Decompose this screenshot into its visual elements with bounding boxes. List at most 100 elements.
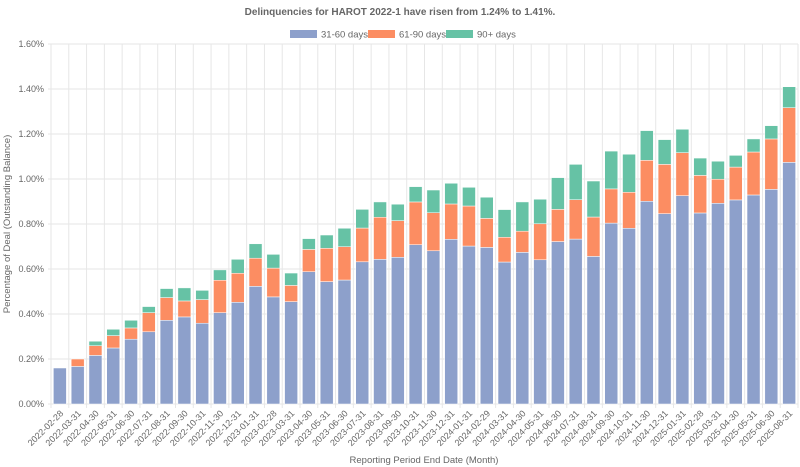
bar-segment-61-90-days[interactable] — [337, 246, 352, 281]
legend-label[interactable]: 61-90 days — [399, 30, 446, 41]
bar-segment-61-90-days[interactable] — [729, 166, 743, 201]
bar-segment-31-60-days[interactable] — [88, 355, 103, 405]
bar-segment-61-90-days[interactable] — [213, 280, 227, 313]
bar-segment-61-90-days[interactable] — [248, 257, 263, 287]
bar-segment-90-days[interactable] — [515, 201, 530, 232]
bar-segment-90-days[interactable] — [622, 154, 636, 193]
bar-segment-61-90-days[interactable] — [302, 249, 316, 272]
bar-segment-61-90-days[interactable] — [426, 212, 441, 252]
bar-segment-31-60-days[interactable] — [248, 286, 263, 405]
bar-segment-90-days[interactable] — [195, 290, 209, 300]
bar-segment-90-days[interactable] — [177, 287, 192, 302]
bar-segment-31-60-days[interactable] — [373, 259, 387, 405]
bar-segment-61-90-days[interactable] — [124, 327, 138, 340]
bar-segment-61-90-days[interactable] — [640, 160, 654, 202]
bar-segment-31-60-days[interactable] — [177, 316, 192, 405]
bar-segment-90-days[interactable] — [729, 155, 743, 168]
bar-segment-90-days[interactable] — [159, 288, 174, 298]
bar-segment-61-90-days[interactable] — [88, 345, 103, 356]
legend-label[interactable]: 90+ days — [477, 30, 516, 41]
bar-segment-90-days[interactable] — [266, 254, 281, 269]
bar-segment-90-days[interactable] — [142, 306, 156, 313]
bar-segment-31-60-days[interactable] — [675, 195, 690, 405]
bar-segment-31-60-days[interactable] — [355, 261, 369, 405]
bar-segment-90-days[interactable] — [302, 238, 316, 250]
bar-segment-31-60-days[interactable] — [586, 256, 601, 405]
legend-swatch[interactable] — [446, 30, 473, 38]
bar-segment-90-days[interactable] — [106, 329, 120, 336]
bar-segment-31-60-days[interactable] — [70, 366, 85, 405]
bar-segment-31-60-days[interactable] — [408, 244, 423, 405]
bar-segment-61-90-days[interactable] — [462, 205, 476, 247]
bar-segment-90-days[interactable] — [462, 187, 476, 207]
bar-segment-61-90-days[interactable] — [319, 248, 334, 282]
bar-segment-61-90-days[interactable] — [675, 152, 690, 196]
bar-segment-31-60-days[interactable] — [604, 222, 618, 405]
bar-segment-61-90-days[interactable] — [497, 237, 512, 263]
bar-segment-90-days[interactable] — [640, 130, 654, 161]
bar-segment-31-60-days[interactable] — [622, 228, 636, 405]
bar-segment-31-60-days[interactable] — [124, 338, 138, 405]
legend-swatch[interactable] — [290, 30, 317, 38]
bar-segment-90-days[interactable] — [355, 209, 369, 229]
bar-segment-31-60-days[interactable] — [142, 331, 156, 405]
bar-segment-90-days[interactable] — [711, 160, 725, 180]
bar-segment-90-days[interactable] — [248, 243, 263, 259]
bar-segment-90-days[interactable] — [586, 180, 601, 218]
bar-segment-31-60-days[interactable] — [568, 238, 583, 405]
bar-segment-90-days[interactable] — [231, 259, 245, 274]
bar-segment-61-90-days[interactable] — [657, 164, 672, 214]
bar-segment-90-days[interactable] — [319, 234, 334, 249]
bar-segment-31-60-days[interactable] — [657, 213, 672, 405]
bar-segment-90-days[interactable] — [426, 189, 441, 213]
bar-segment-61-90-days[interactable] — [604, 188, 618, 224]
bar-segment-61-90-days[interactable] — [764, 138, 779, 190]
bar-segment-90-days[interactable] — [604, 150, 618, 190]
bar-segment-31-60-days[interactable] — [53, 367, 67, 405]
bar-segment-61-90-days[interactable] — [195, 299, 209, 324]
bar-segment-90-days[interactable] — [284, 272, 298, 286]
bar-segment-61-90-days[interactable] — [782, 107, 796, 163]
bar-segment-31-60-days[interactable] — [764, 189, 779, 405]
bar-segment-31-60-days[interactable] — [195, 322, 209, 405]
bar-segment-31-60-days[interactable] — [515, 252, 530, 405]
bar-segment-31-60-days[interactable] — [551, 241, 565, 405]
bar-segment-90-days[interactable] — [693, 157, 707, 176]
bar-segment-31-60-days[interactable] — [106, 347, 120, 405]
bar-segment-31-60-days[interactable] — [746, 194, 761, 405]
bar-segment-31-60-days[interactable] — [266, 296, 281, 405]
bar-segment-31-60-days[interactable] — [159, 320, 174, 405]
bar-segment-61-90-days[interactable] — [142, 312, 156, 333]
bar-segment-31-60-days[interactable] — [426, 250, 441, 405]
bar-segment-90-days[interactable] — [88, 340, 103, 346]
bar-segment-31-60-days[interactable] — [462, 245, 476, 405]
bar-segment-90-days[interactable] — [444, 183, 458, 205]
bar-segment-61-90-days[interactable] — [231, 273, 245, 303]
bar-segment-90-days[interactable] — [480, 196, 494, 219]
bar-segment-31-60-days[interactable] — [497, 261, 512, 405]
bar-segment-61-90-days[interactable] — [373, 217, 387, 260]
bar-segment-31-60-days[interactable] — [729, 199, 743, 405]
bar-segment-90-days[interactable] — [337, 228, 352, 247]
bar-segment-31-60-days[interactable] — [319, 281, 334, 405]
bar-segment-31-60-days[interactable] — [693, 212, 707, 405]
bar-segment-61-90-days[interactable] — [106, 335, 120, 349]
bar-segment-61-90-days[interactable] — [355, 227, 369, 263]
bar-segment-61-90-days[interactable] — [480, 218, 494, 248]
bar-segment-61-90-days[interactable] — [391, 220, 405, 258]
bar-segment-61-90-days[interactable] — [515, 230, 530, 253]
bar-segment-61-90-days[interactable] — [622, 192, 636, 229]
legend-swatch[interactable] — [368, 30, 395, 38]
bar-segment-90-days[interactable] — [408, 186, 423, 203]
bar-segment-90-days[interactable] — [675, 129, 690, 153]
bar-segment-61-90-days[interactable] — [746, 151, 761, 196]
bar-segment-61-90-days[interactable] — [408, 201, 423, 245]
bar-segment-31-60-days[interactable] — [231, 302, 245, 405]
bar-segment-90-days[interactable] — [124, 320, 138, 329]
bar-segment-31-60-days[interactable] — [444, 239, 458, 405]
bar-segment-61-90-days[interactable] — [266, 267, 281, 298]
legend-label[interactable]: 31-60 days — [321, 30, 368, 41]
bar-segment-31-60-days[interactable] — [213, 312, 227, 405]
bar-segment-31-60-days[interactable] — [284, 301, 298, 405]
bar-segment-90-days[interactable] — [568, 164, 583, 200]
